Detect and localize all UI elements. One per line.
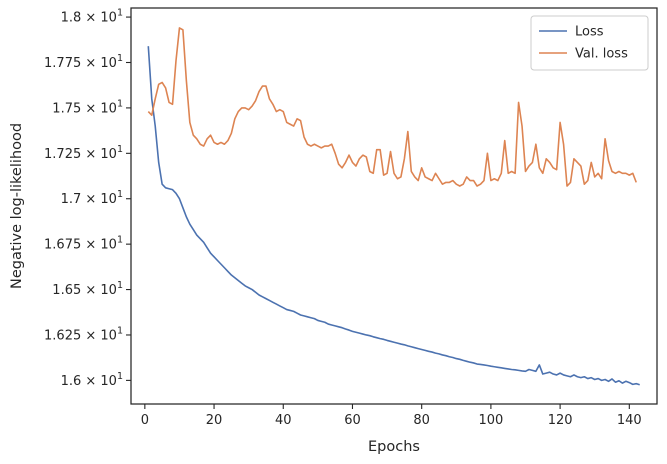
plot-background [131,8,657,404]
y-tick-label: 1.625 × 101 [44,325,123,343]
y-tick-label: 1.725 × 101 [44,144,123,162]
plot-frame [130,7,658,405]
y-tick-label: 1.65 × 101 [52,280,123,298]
legend: Loss Val. loss [530,15,649,71]
x-tick-label: 80 [413,413,430,428]
series-line-val-loss [147,27,637,187]
x-tick-label: 20 [206,413,223,428]
x-axis-label: Epochs [368,439,420,455]
y-tick-label: 1.7 × 101 [61,189,123,207]
legend-box [530,15,649,71]
legend-entry: Val. loss [575,47,628,62]
series-layer [147,27,640,386]
y-tick-label: 1.8 × 101 [61,8,123,26]
series-line-loss [147,46,640,386]
y-tick-label: 1.775 × 101 [44,53,123,71]
y-tick-label: 1.6 × 101 [61,371,123,389]
y-tick-label: 1.675 × 101 [44,235,123,253]
axes-layer: 0 20 40 60 80 100 120 140 1.6 × 101 1.625 × 101 1.… [44,7,658,428]
x-tick-label: 40 [275,413,292,428]
x-tick-label: 120 [548,413,573,428]
x-tick-label: 140 [617,413,642,428]
x-tick-label: 100 [478,413,503,428]
legend-entry: Loss [575,25,604,40]
y-axis-label: Negative log-likelihood [9,123,25,289]
y-tick-label: 1.75 × 101 [52,98,123,116]
x-tick-label: 0 [141,413,149,428]
plot-area [131,8,657,404]
x-tick-label: 60 [344,413,361,428]
